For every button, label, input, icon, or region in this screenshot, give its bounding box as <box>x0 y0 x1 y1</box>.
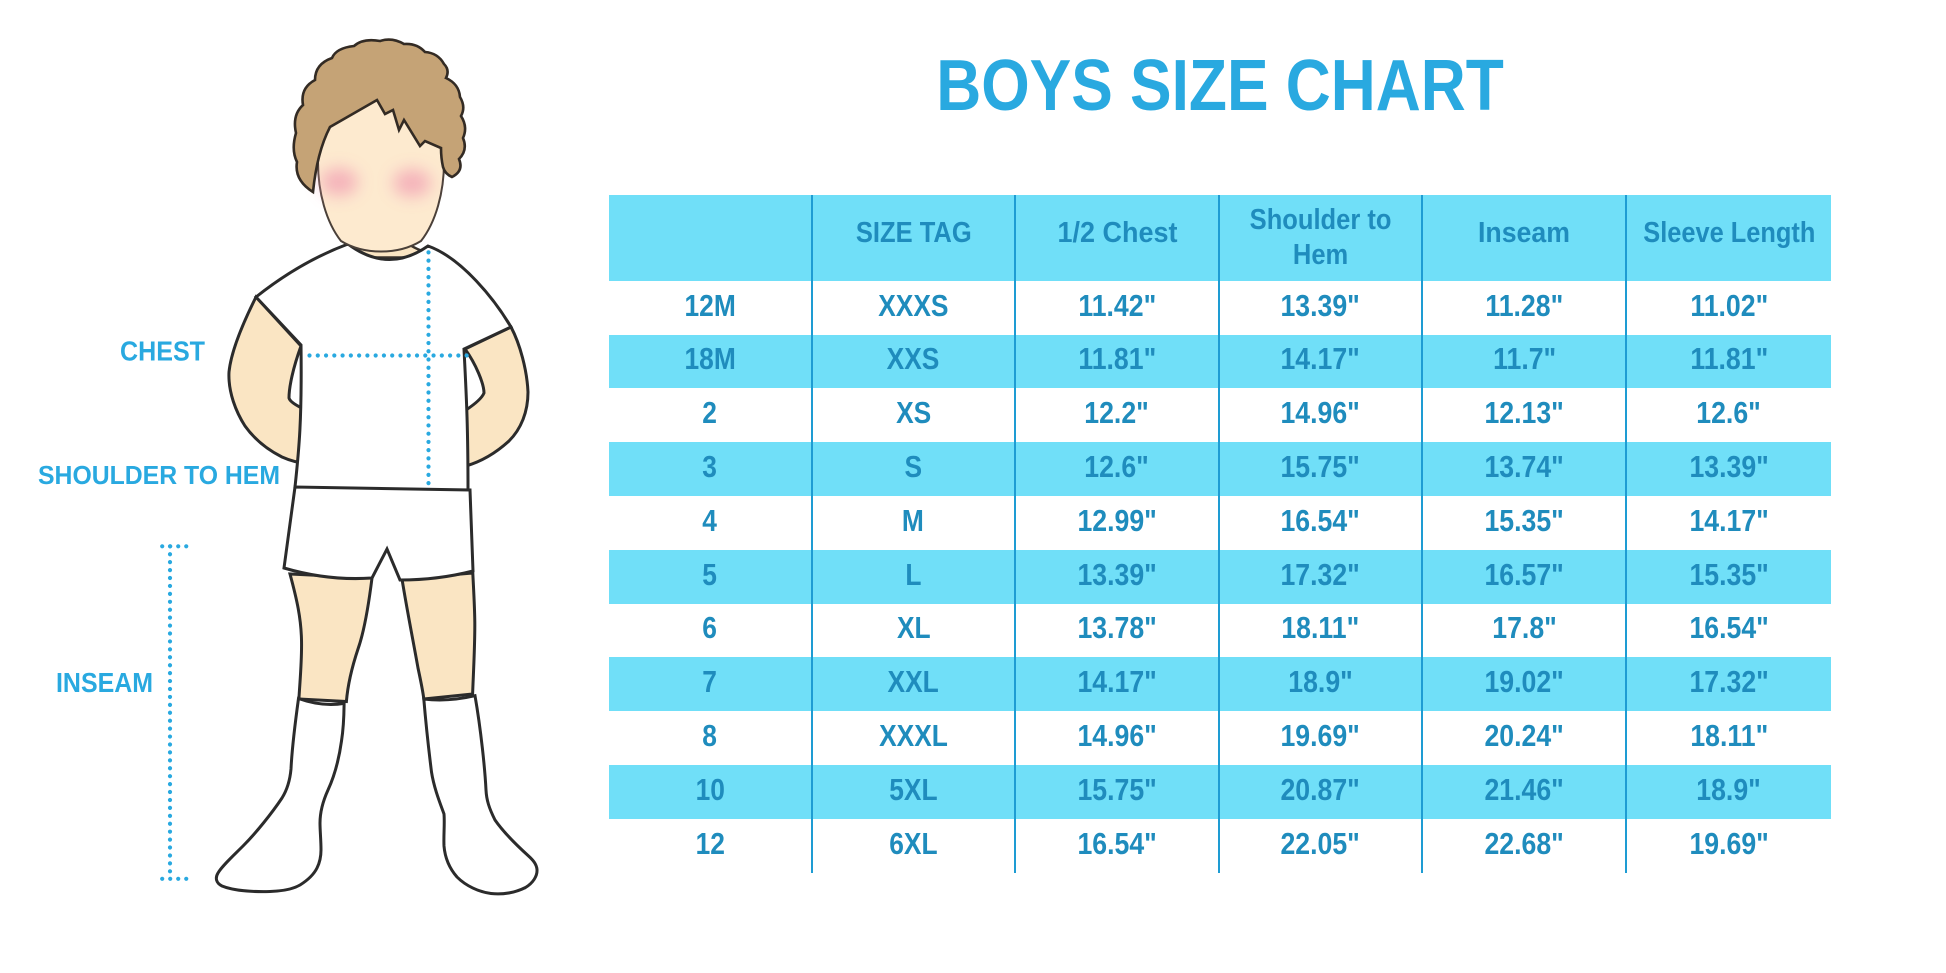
svg-text:INSEAM: INSEAM <box>56 667 153 698</box>
svg-text:CHEST: CHEST <box>120 336 205 367</box>
svg-text:SHOULDER TO HEM: SHOULDER TO HEM <box>38 460 280 490</box>
